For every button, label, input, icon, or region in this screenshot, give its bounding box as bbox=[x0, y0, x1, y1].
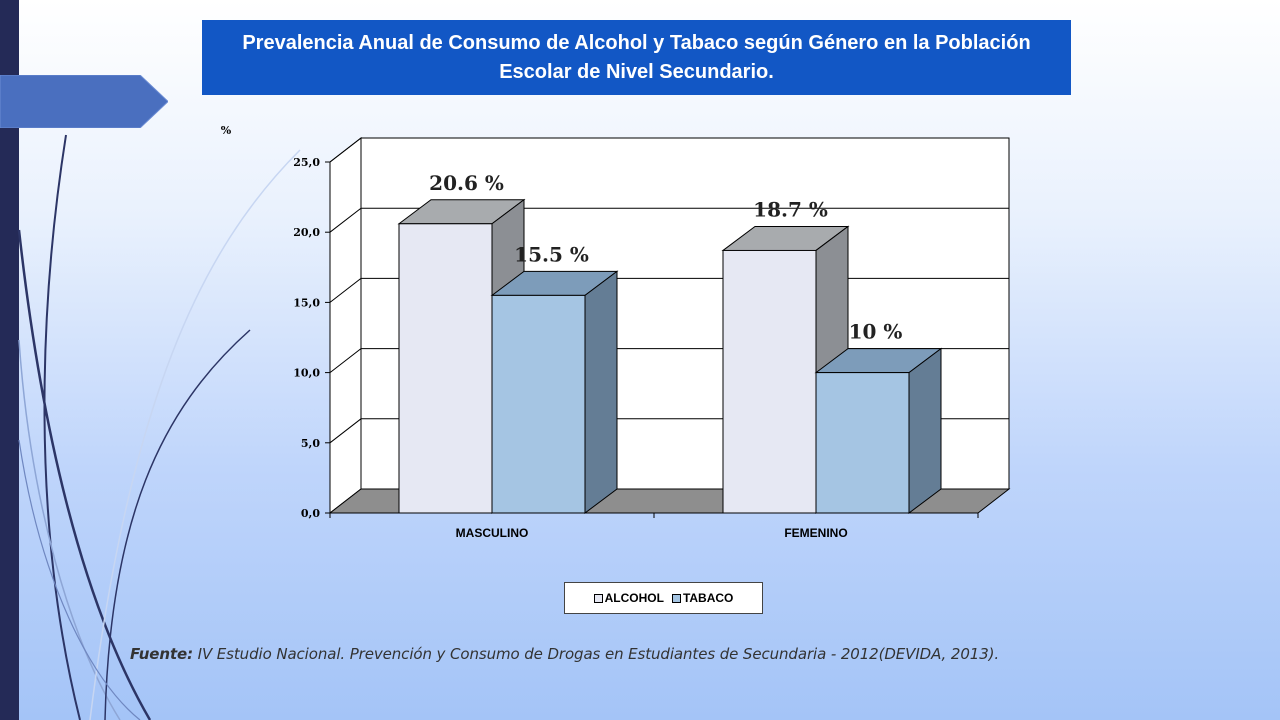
chart-legend: ALCOHOL TABACO bbox=[564, 582, 763, 614]
left-accent-bar bbox=[0, 0, 19, 720]
data-label-tabaco: 10 % bbox=[849, 320, 903, 344]
bar-alcohol bbox=[398, 223, 493, 514]
legend-item-tabaco: TABACO bbox=[671, 591, 734, 605]
legend-swatch-tabaco bbox=[671, 593, 681, 603]
legend-label-alcohol: ALCOHOL bbox=[604, 591, 664, 605]
bar-tabaco bbox=[491, 294, 586, 514]
legend-item-alcohol: ALCOHOL bbox=[593, 591, 664, 605]
legend-label-tabaco: TABACO bbox=[682, 591, 734, 605]
bar-alcohol bbox=[722, 249, 817, 514]
chart-side-wall bbox=[329, 136, 362, 515]
y-tick-label: 5,0 bbox=[301, 437, 320, 450]
x-category-label: MASCULINO bbox=[456, 526, 529, 540]
gridline bbox=[329, 207, 1009, 233]
y-tick-label: 20,0 bbox=[293, 226, 320, 239]
data-label-alcohol: 20.6 % bbox=[429, 171, 504, 195]
decorative-curves bbox=[17, 134, 301, 720]
y-tick-label: 0,0 bbox=[301, 507, 320, 520]
y-unit-label: % bbox=[221, 124, 232, 137]
bar-side-tabaco bbox=[584, 270, 618, 514]
legend-swatch-alcohol bbox=[593, 593, 603, 603]
x-category-label: FEMENINO bbox=[784, 526, 847, 540]
slide-tab-arrow bbox=[0, 75, 168, 128]
gridline bbox=[329, 137, 1009, 163]
source-note: Fuente: IV Estudio Nacional. Prevención … bbox=[130, 645, 1230, 663]
data-label-alcohol: 18.7 % bbox=[753, 197, 828, 221]
source-label: Fuente: bbox=[130, 645, 193, 663]
y-tick-label: 10,0 bbox=[293, 367, 320, 380]
bar-tabaco bbox=[815, 372, 910, 514]
slide-title: Prevalencia Anual de Consumo de Alcohol … bbox=[202, 20, 1071, 95]
data-label-tabaco: 15.5 % bbox=[514, 242, 589, 266]
y-tick-label: 15,0 bbox=[293, 296, 320, 309]
y-tick-label: 25,0 bbox=[293, 156, 320, 169]
bar-side-tabaco bbox=[908, 347, 942, 514]
source-text: IV Estudio Nacional. Prevención y Consum… bbox=[192, 645, 1000, 663]
